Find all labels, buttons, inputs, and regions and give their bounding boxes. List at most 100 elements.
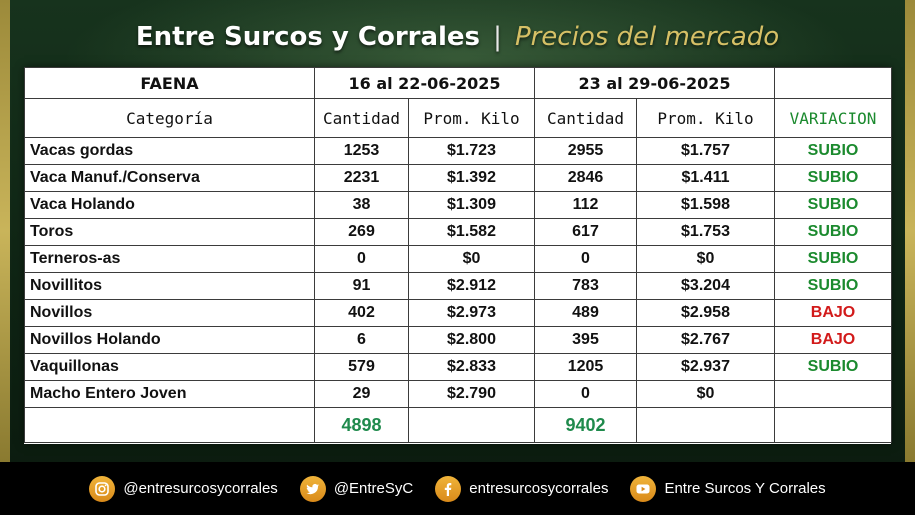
total-cantidad-2: 9402 — [534, 407, 637, 443]
category-cell: Macho Entero Joven — [24, 380, 315, 408]
table-row: Toros 269 $1.582 617 $1.753 SUBIO — [24, 218, 892, 246]
facebook-label: entresurcosycorrales — [469, 480, 609, 497]
market-prices-table: FAENA 16 al 22-06-2025 23 al 29-06-2025 … — [24, 67, 892, 443]
table-row: Vaca Holando 38 $1.309 112 $1.598 SUBIO — [24, 191, 892, 219]
variacion-cell: SUBIO — [774, 137, 892, 165]
instagram-label: @entresurcosycorrales — [123, 480, 278, 497]
cantidad-1-cell: 6 — [314, 326, 409, 354]
page-title: Entre Surcos y Corrales | Precios del me… — [0, 22, 915, 52]
prom-kilo-2-cell: $3.204 — [636, 272, 775, 300]
variacion-header: VARIACION — [774, 98, 892, 138]
variacion-cell: SUBIO — [774, 164, 892, 192]
period1-header: 16 al 22-06-2025 — [314, 67, 535, 99]
table-row: Vacas gordas 1253 $1.723 2955 $1.757 SUBIO — [24, 137, 892, 165]
prom-kilo-2-cell: $1.411 — [636, 164, 775, 192]
category-cell: Vaca Manuf./Conserva — [24, 164, 315, 192]
cantidad-2-cell: 489 — [534, 299, 637, 327]
instagram-link[interactable]: @entresurcosycorrales — [89, 475, 278, 502]
youtube-label: Entre Surcos Y Corrales — [664, 480, 826, 497]
cantidad-1-cell: 0 — [314, 245, 409, 273]
total-cantidad-1: 4898 — [314, 407, 409, 443]
period2-header: 23 al 29-06-2025 — [534, 67, 775, 99]
prom-kilo-1-cell: $1.392 — [408, 164, 535, 192]
cantidad-1-cell: 402 — [314, 299, 409, 327]
prom-kilo-1-cell: $0 — [408, 245, 535, 273]
prom-kilo-1-cell: $1.582 — [408, 218, 535, 246]
title-subtitle: Precios del mercado — [514, 22, 780, 52]
variacion-cell: SUBIO — [774, 272, 892, 300]
prom-kilo-2-cell: $0 — [636, 380, 775, 408]
prom-kilo-1-cell: $2.833 — [408, 353, 535, 381]
right-gold-border — [905, 0, 915, 462]
title-main: Entre Surcos y Corrales — [135, 22, 481, 52]
cantidad-2-cell: 1205 — [534, 353, 637, 381]
prom-kilo-1-cell: $2.790 — [408, 380, 535, 408]
prom-kilo-1-cell: $2.973 — [408, 299, 535, 327]
social-footer: @entresurcosycorrales @EntreSyC entresur… — [0, 462, 915, 515]
total-empty-cell — [774, 407, 892, 443]
prom-kilo-1-cell: $1.309 — [408, 191, 535, 219]
total-empty-cell — [24, 407, 315, 443]
cantidad-2-cell: 0 — [534, 245, 637, 273]
cantidad-1-cell: 38 — [314, 191, 409, 219]
youtube-link[interactable]: Entre Surcos Y Corrales — [630, 475, 826, 502]
cantidad-1-cell: 2231 — [314, 164, 409, 192]
youtube-icon — [630, 475, 657, 502]
variacion-cell — [774, 380, 892, 408]
total-empty-cell — [408, 407, 535, 443]
table-row: Terneros-as 0 $0 0 $0 SUBIO — [24, 245, 892, 273]
prom-kilo-2-cell: $1.757 — [636, 137, 775, 165]
cantidad-2-cell: 395 — [534, 326, 637, 354]
category-cell: Terneros-as — [24, 245, 315, 273]
variacion-cell: SUBIO — [774, 353, 892, 381]
prom-kilo-2-cell: $2.767 — [636, 326, 775, 354]
empty-header — [774, 67, 892, 99]
cantidad-2-cell: 2846 — [534, 164, 637, 192]
table-row: Vaca Manuf./Conserva 2231 $1.392 2846 $1.411… — [24, 164, 892, 192]
prom-kilo-1-cell: $2.800 — [408, 326, 535, 354]
prom-kilo-header-1: Prom. Kilo — [408, 98, 535, 138]
total-empty-cell — [636, 407, 775, 443]
cantidad-header-1: Cantidad — [314, 98, 409, 138]
instagram-icon — [89, 475, 116, 502]
title-separator: | — [493, 22, 502, 52]
cantidad-2-cell: 2955 — [534, 137, 637, 165]
category-cell: Novillos Holando — [24, 326, 315, 354]
header-row-columns: Categoría Cantidad Prom. Kilo Cantidad P… — [24, 98, 892, 138]
prom-kilo-2-cell: $0 — [636, 245, 775, 273]
cantidad-1-cell: 29 — [314, 380, 409, 408]
category-cell: Novillos — [24, 299, 315, 327]
twitter-label: @EntreSyC — [333, 480, 414, 497]
variacion-cell: SUBIO — [774, 218, 892, 246]
twitter-icon — [299, 475, 326, 502]
cantidad-1-cell: 579 — [314, 353, 409, 381]
prom-kilo-header-2: Prom. Kilo — [636, 98, 775, 138]
left-gold-border — [0, 0, 10, 462]
prom-kilo-2-cell: $1.753 — [636, 218, 775, 246]
header-row-periods: FAENA 16 al 22-06-2025 23 al 29-06-2025 — [24, 67, 892, 99]
table-row: Novillos 402 $2.973 489 $2.958 BAJO — [24, 299, 892, 327]
facebook-icon — [435, 475, 462, 502]
category-cell: Novillitos — [24, 272, 315, 300]
totals-row: 4898 9402 — [24, 407, 892, 443]
twitter-link[interactable]: @EntreSyC — [299, 475, 414, 502]
prom-kilo-1-cell: $2.912 — [408, 272, 535, 300]
cantidad-2-cell: 617 — [534, 218, 637, 246]
cantidad-1-cell: 269 — [314, 218, 409, 246]
faena-header: FAENA — [24, 67, 315, 99]
facebook-link[interactable]: entresurcosycorrales — [435, 475, 609, 502]
table-row: Macho Entero Joven 29 $2.790 0 $0 — [24, 380, 892, 408]
category-cell: Vacas gordas — [24, 137, 315, 165]
category-cell: Toros — [24, 218, 315, 246]
table-row: Novillitos 91 $2.912 783 $3.204 SUBIO — [24, 272, 892, 300]
cantidad-2-cell: 0 — [534, 380, 637, 408]
prom-kilo-1-cell: $1.723 — [408, 137, 535, 165]
variacion-cell: SUBIO — [774, 245, 892, 273]
category-cell: Vaquillonas — [24, 353, 315, 381]
variacion-cell: BAJO — [774, 299, 892, 327]
prom-kilo-2-cell: $2.937 — [636, 353, 775, 381]
cantidad-header-2: Cantidad — [534, 98, 637, 138]
variacion-cell: SUBIO — [774, 191, 892, 219]
table-row: Novillos Holando 6 $2.800 395 $2.767 BAJO — [24, 326, 892, 354]
category-cell: Vaca Holando — [24, 191, 315, 219]
